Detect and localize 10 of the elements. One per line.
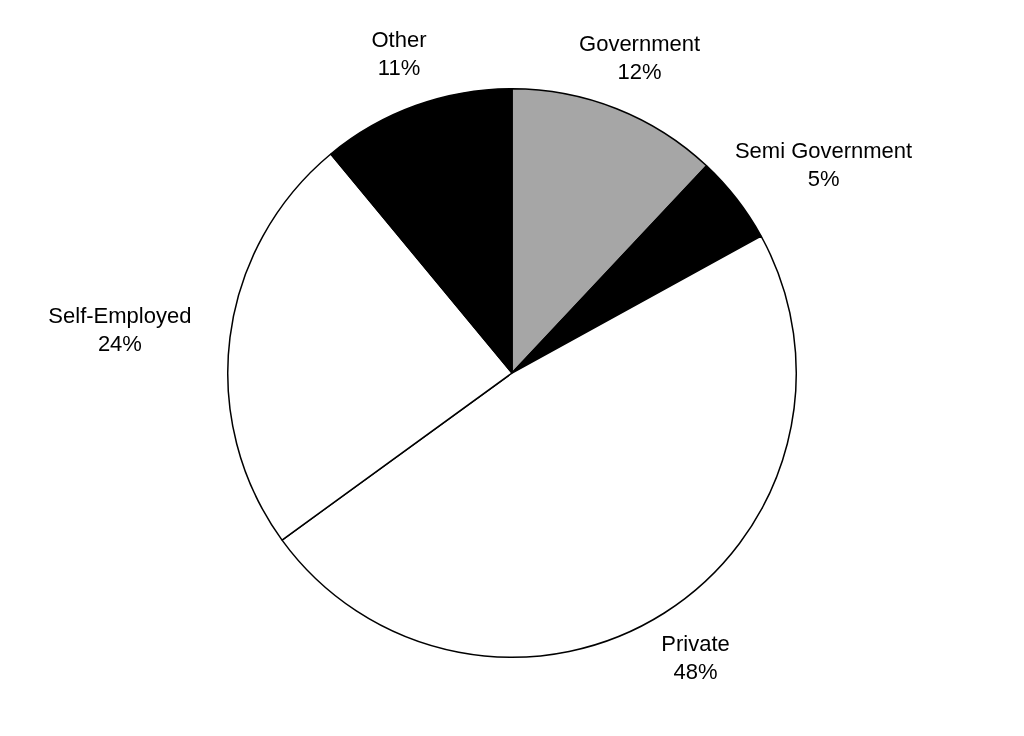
data-label: 11% (377, 54, 421, 80)
slice-label: Government (579, 30, 701, 56)
data-label: 24% (97, 330, 142, 356)
slice-label: Semi Government (734, 137, 913, 163)
data-label: 5% (807, 165, 840, 191)
slice-label: Private (661, 630, 730, 656)
slice-label: Self-Employed (48, 302, 192, 328)
slice-label: Other (371, 26, 427, 52)
data-label: 12% (617, 58, 662, 84)
data-label: 48% (673, 658, 718, 684)
